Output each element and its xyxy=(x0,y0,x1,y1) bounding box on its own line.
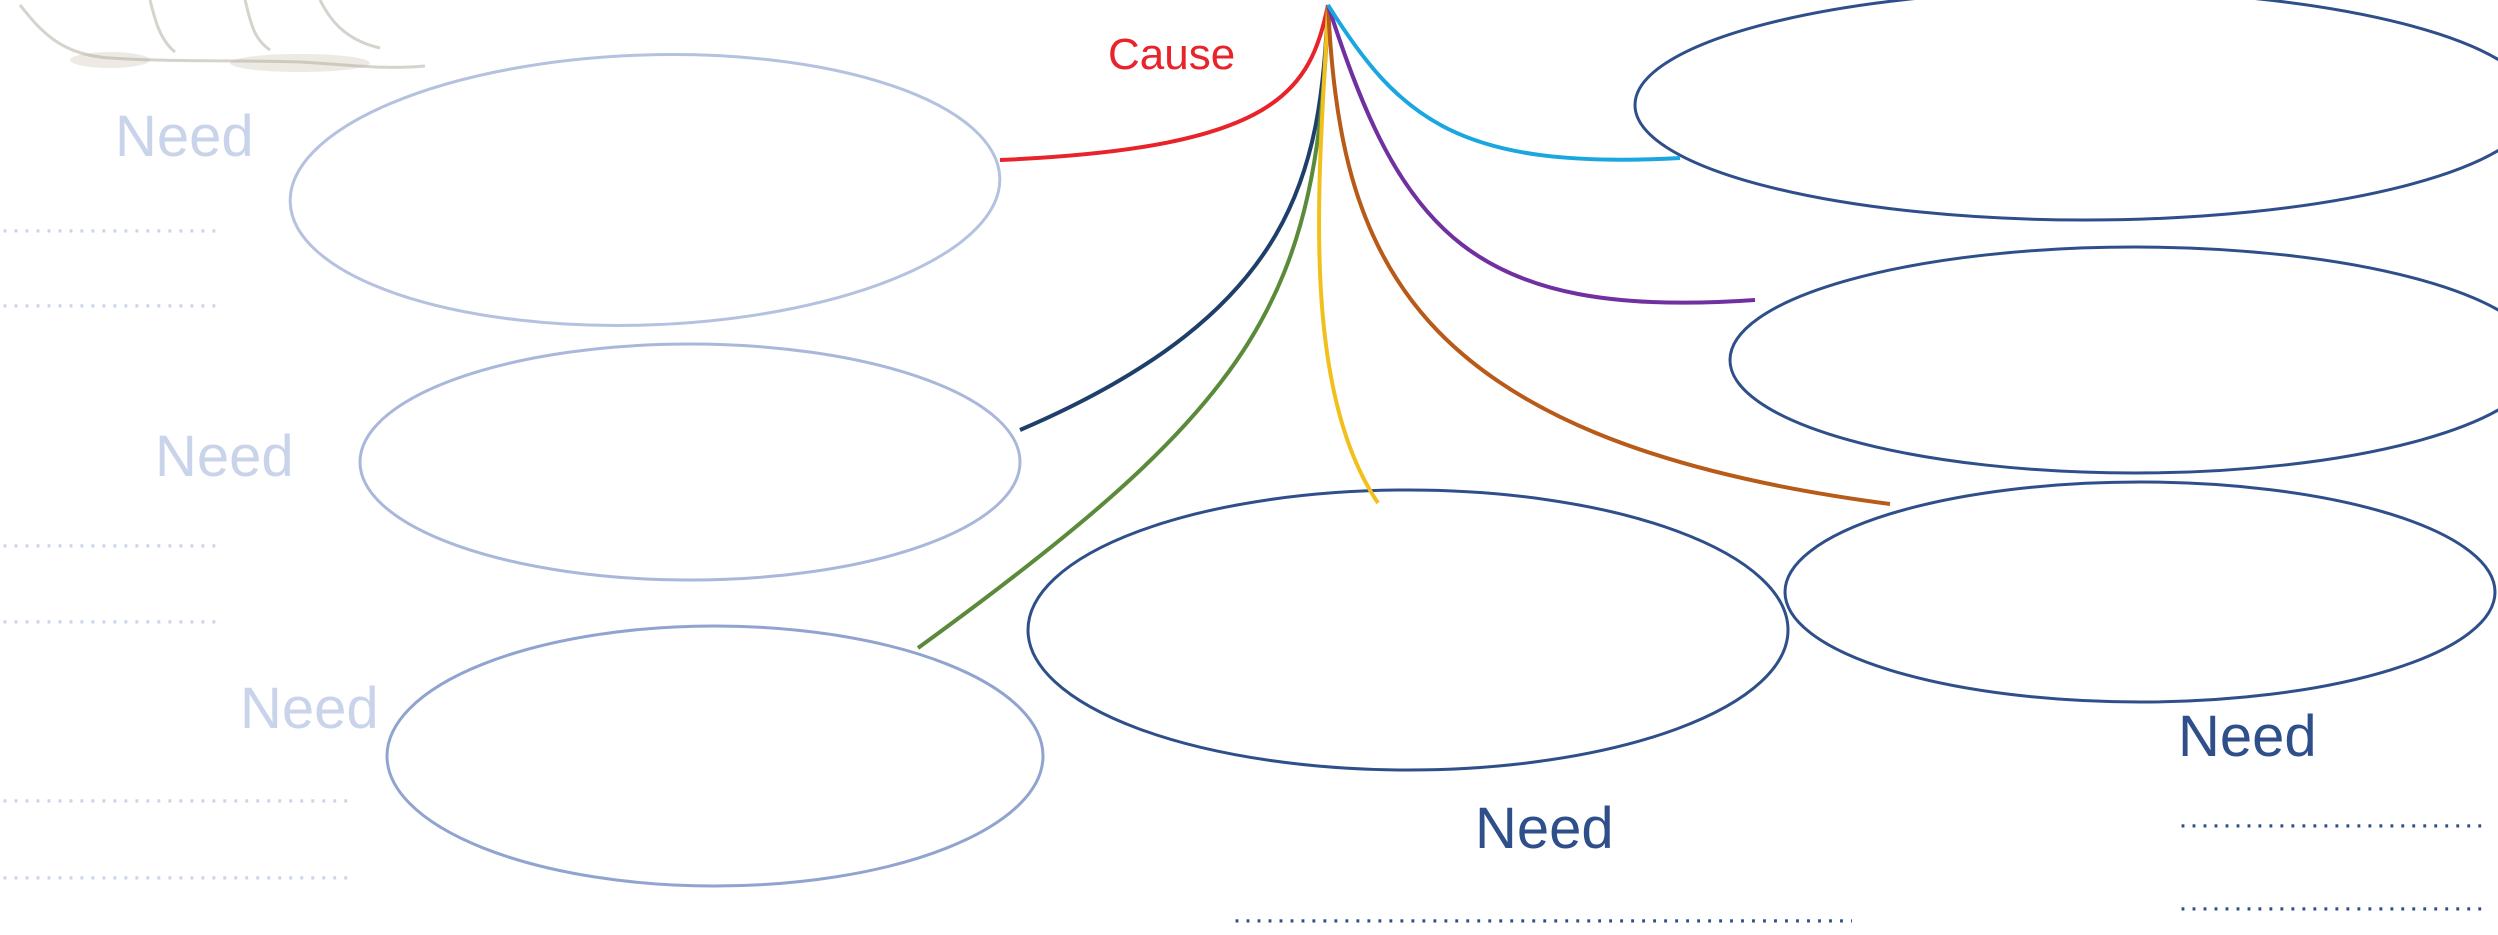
connector-yellow xyxy=(1317,4,1380,505)
dotted-line-6[interactable]: ································ xyxy=(0,862,352,892)
need-label-1: Need xyxy=(115,104,254,169)
need-ellipse-2[interactable] xyxy=(358,342,1022,582)
illustration-fragment xyxy=(18,0,426,72)
need-label-3: Need xyxy=(240,676,379,741)
dotted-line-1[interactable]: ···················· xyxy=(0,215,220,245)
dotted-line-2[interactable]: ···················· xyxy=(0,290,220,320)
dotted-line-4[interactable]: ···················· xyxy=(0,606,220,636)
cause-label: Cause xyxy=(1108,30,1236,79)
need-ellipse-7[interactable] xyxy=(1783,480,2497,704)
need-ellipse-6[interactable] xyxy=(1728,245,2498,475)
dotted-line-5[interactable]: ································ xyxy=(0,785,352,815)
dotted-line-7[interactable]: ········································… xyxy=(1232,905,1852,935)
connector-purple xyxy=(1326,4,1756,305)
need-ellipse-3[interactable] xyxy=(385,624,1045,888)
need-ellipse-1[interactable] xyxy=(286,43,1005,338)
need-label-5: Need xyxy=(2178,704,2317,769)
dotted-line-3[interactable]: ···················· xyxy=(0,530,220,560)
need-label-2: Need xyxy=(155,424,294,489)
connector-orange xyxy=(1326,4,1891,506)
need-label-4: Need xyxy=(1475,796,1614,861)
dotted-line-9[interactable]: ··································· xyxy=(2178,893,2483,923)
dotted-line-8[interactable]: ··································· xyxy=(2178,810,2483,840)
need-ellipse-5[interactable] xyxy=(1633,0,2498,222)
need-ellipse-4[interactable] xyxy=(1026,488,1790,772)
connector-red xyxy=(999,4,1330,162)
connector-light-blue xyxy=(1326,3,1681,162)
connector-green xyxy=(916,4,1330,650)
